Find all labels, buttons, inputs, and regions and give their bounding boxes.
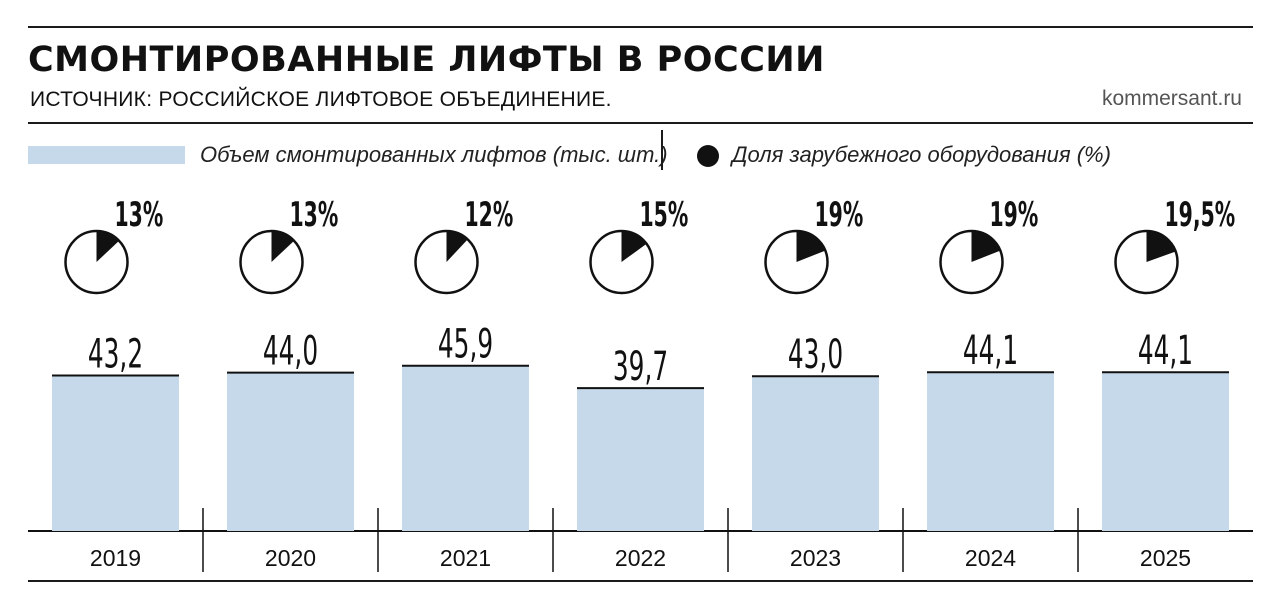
bar-2021 [402,365,529,531]
bottom-rule [28,580,1253,582]
legend-bar-swatch [28,146,185,164]
bar-2019 [52,375,179,531]
bar-value-label: 43,2 [88,330,143,377]
pie-slice-2019 [96,231,120,262]
bar-value-label: 45,9 [438,320,493,367]
pie-slice-2022 [621,231,647,262]
pie-percent-label: 19,5% [1165,194,1236,234]
bar-value-label: 39,7 [613,343,668,390]
pie-slice-2023 [796,231,826,262]
brand-label: kommersant.ru [1101,87,1242,110]
bar-value-label: 44,0 [263,327,318,374]
legend-bar-label: Объем смонтированных лифтов (тыс. шт.) [200,142,668,167]
x-tick-label: 2023 [790,545,841,571]
legend-divider [661,130,663,170]
header-rule [28,122,1253,124]
pie-slice-2025 [1146,231,1176,262]
pie-percent-label: 15% [640,194,689,234]
pie-percent-label: 19% [815,194,864,234]
bar-value-label: 44,1 [1138,327,1193,374]
legend-pie-marker [697,145,719,167]
pie-percent-label: 12% [465,194,514,234]
legend-pie-label: Доля зарубежного оборудования (%) [732,142,1111,167]
pie-slice-2024 [971,231,1001,262]
pie-slice-2020 [271,231,295,262]
pie-percent-label: 13% [115,194,164,234]
bar-2022 [577,388,704,531]
pie-percent-label: 19% [990,194,1039,234]
bar-value-label: 44,1 [963,327,1018,374]
x-tick-label: 2022 [615,545,666,571]
chart-title: СМОНТИРОВАННЫЕ ЛИФТЫ В РОССИИ [28,40,825,80]
top-rule [28,26,1253,28]
bar-2025 [1102,372,1229,531]
x-tick-label: 2020 [265,545,316,571]
x-tick-label: 2019 [90,545,141,571]
chart-source: ИСТОЧНИК: РОССИЙСКОЕ ЛИФТОВОЕ ОБЪЕДИНЕНИ… [30,88,612,111]
pie-slice-2021 [446,231,468,262]
bar-2020 [227,372,354,531]
bar-2023 [752,376,879,531]
pie-percent-label: 13% [290,194,339,234]
x-tick-label: 2021 [440,545,491,571]
x-tick-label: 2024 [965,545,1016,571]
x-tick-label: 2025 [1140,545,1191,571]
bar-2024 [927,372,1054,531]
bar-value-label: 43,0 [788,331,843,378]
